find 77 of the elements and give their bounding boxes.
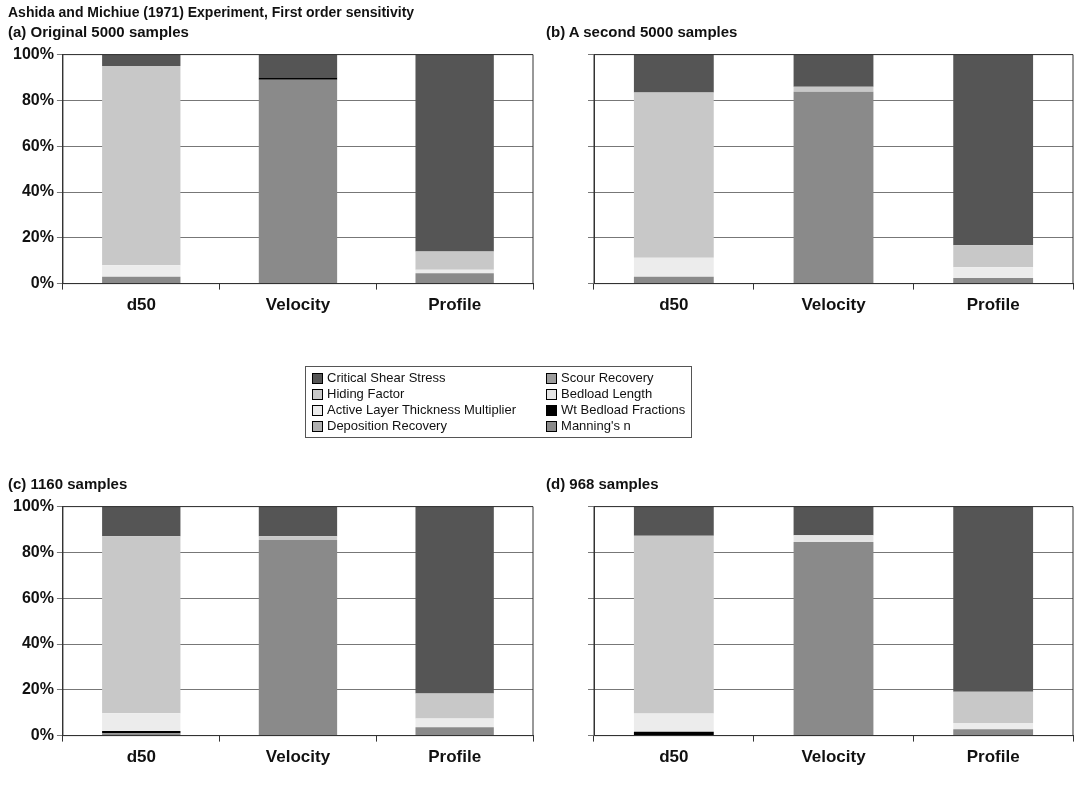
bar <box>633 506 714 536</box>
bar <box>415 693 494 719</box>
y-tick-label: 0% <box>30 726 54 744</box>
bar <box>633 257 714 277</box>
bar <box>102 54 181 67</box>
legend-label: Wt Bedload Fractions <box>561 402 686 417</box>
bar <box>953 691 1034 724</box>
x-tick-label: d50 <box>659 295 689 315</box>
x-tick-label: d50 <box>126 295 156 315</box>
bar <box>258 536 338 541</box>
x-tick-label: Profile <box>428 295 482 315</box>
x-tick-label: d50 <box>126 747 156 767</box>
bar <box>953 723 1034 730</box>
bar <box>633 535 714 714</box>
bar <box>102 713 181 732</box>
y-tick-label: 20% <box>21 680 54 698</box>
bar <box>953 54 1034 246</box>
legend-label: Active Layer Thickness Multiplier <box>327 402 517 417</box>
y-tick-label: 100% <box>13 45 54 63</box>
legend-label: Hiding Factor <box>327 386 405 401</box>
chart-title: Ashida and Michiue (1971) Experiment, First order sensitivity <box>7 3 416 22</box>
bar <box>415 727 494 736</box>
bar <box>258 79 338 284</box>
y-tick-label: 40% <box>21 634 54 652</box>
y-tick-label: 80% <box>21 90 54 108</box>
bar <box>415 718 494 728</box>
bar <box>953 245 1034 268</box>
bar <box>953 729 1034 736</box>
x-tick-label: Profile <box>966 747 1020 767</box>
bar <box>793 506 874 536</box>
bar <box>415 506 494 694</box>
y-tick-label: 80% <box>21 542 54 560</box>
y-tick-label: 20% <box>21 228 54 246</box>
bar <box>102 265 181 277</box>
y-tick-label: 0% <box>30 274 54 292</box>
y-tick-label: 40% <box>21 182 54 200</box>
legend-label: Manning's n <box>561 418 631 433</box>
legend-label: Bedload Length <box>561 386 653 401</box>
bar <box>415 273 494 284</box>
bar <box>258 506 338 537</box>
x-tick-label: Velocity <box>265 747 331 767</box>
legend-label: Scour Recovery <box>561 370 654 385</box>
y-tick-label: 60% <box>21 588 54 606</box>
chart-title: (d) 968 samples <box>545 474 660 494</box>
x-tick-label: Velocity <box>265 295 331 315</box>
legend-label: Deposition Recovery <box>327 418 447 433</box>
legend-label: Critical Shear Stress <box>327 370 446 385</box>
bar <box>258 540 338 736</box>
bar <box>793 86 874 92</box>
x-tick-label: d50 <box>659 747 689 767</box>
bar <box>415 54 494 252</box>
bar <box>633 713 714 732</box>
bar <box>102 66 181 266</box>
bar <box>633 276 714 284</box>
bar <box>953 267 1034 279</box>
bar <box>102 276 181 284</box>
bar <box>415 251 494 270</box>
bar <box>793 542 874 736</box>
bar <box>793 54 874 87</box>
x-tick-label: Velocity <box>801 747 867 767</box>
x-tick-label: Profile <box>966 295 1020 315</box>
bar <box>633 92 714 258</box>
bar <box>633 54 714 93</box>
bar <box>102 536 181 714</box>
chart-title: (c) 1160 samples <box>7 474 129 494</box>
y-tick-label: 100% <box>13 497 54 515</box>
chart-subtitle: (a) Original 5000 samples <box>7 22 190 42</box>
bar <box>953 278 1034 284</box>
x-tick-label: Profile <box>428 747 482 767</box>
bar <box>793 91 874 284</box>
y-tick-label: 60% <box>21 136 54 154</box>
x-tick-label: Velocity <box>801 295 867 315</box>
bar <box>102 506 181 537</box>
chart-title: (b) A second 5000 samples <box>545 22 739 42</box>
bar <box>953 506 1034 692</box>
bar <box>793 535 874 543</box>
bar <box>258 54 338 78</box>
